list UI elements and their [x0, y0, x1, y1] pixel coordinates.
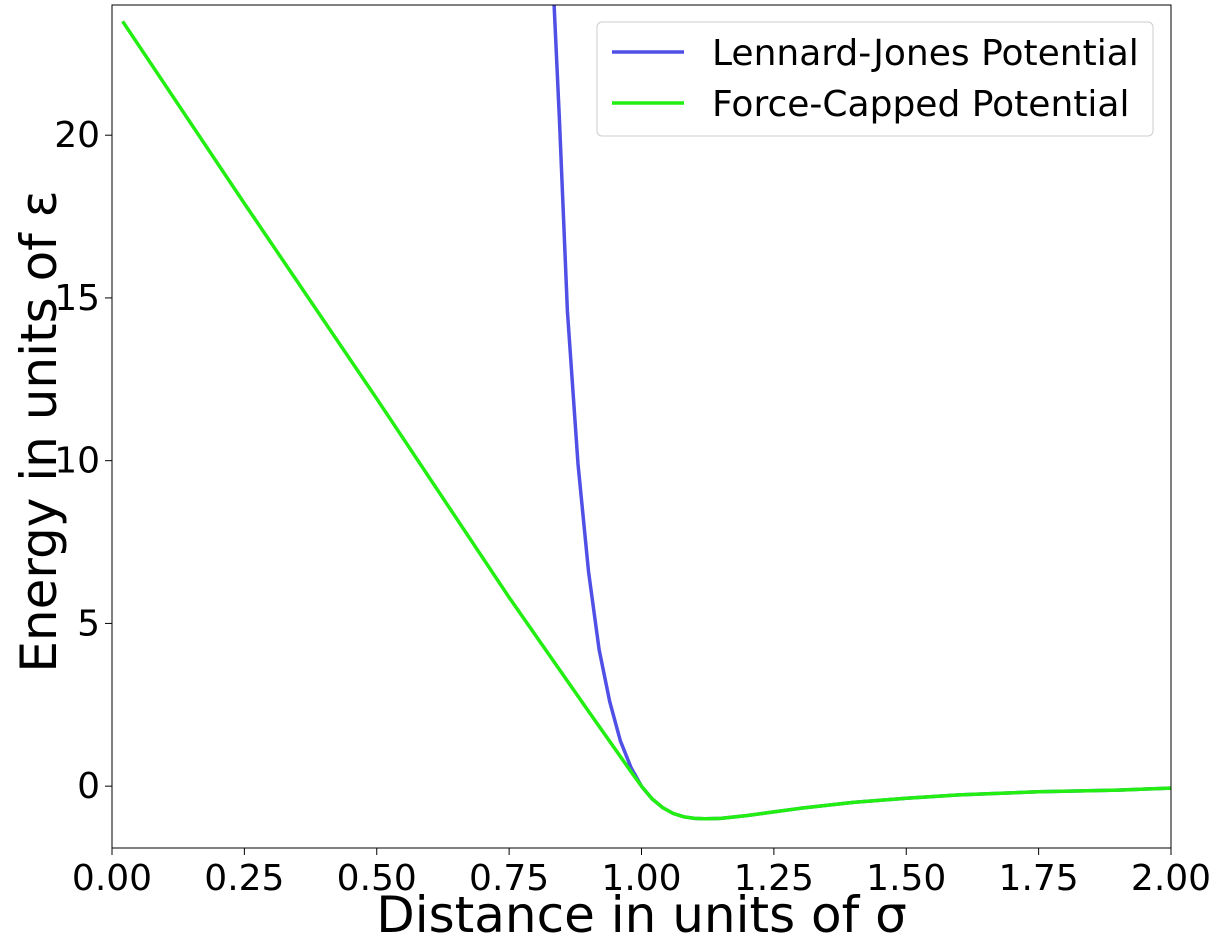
x-tick-label: 1.00 [601, 858, 681, 899]
x-tick-label: 1.75 [999, 858, 1079, 899]
plot-area [121, 5, 1171, 821]
x-tick-label: 0.75 [469, 858, 549, 899]
legend-label-force-capped: Force-Capped Potential [712, 84, 1129, 125]
legend: Lennard-Jones Potential Force-Capped Pot… [596, 21, 1154, 137]
x-axis-title: Distance in units of σ [376, 886, 907, 944]
y-axis-title: Energy in units of ε [10, 190, 68, 672]
x-tick-label: 0.50 [337, 858, 417, 899]
y-tick-label: 20 [54, 115, 100, 156]
x-tick-label: 1.50 [866, 858, 946, 899]
series-line-force-capped [121, 20, 1171, 821]
y-tick-label: 15 [54, 278, 100, 319]
y-tick-label: 10 [54, 441, 100, 482]
x-tick-label: 0.00 [72, 858, 152, 899]
y-tick-label: 0 [77, 766, 100, 807]
y-axis: 0 5 10 15 20 [54, 115, 112, 807]
legend-box [596, 21, 1154, 137]
legend-label-lennard-jones: Lennard-Jones Potential [712, 33, 1139, 74]
x-tick-label: 0.25 [204, 858, 284, 899]
x-tick-label: 2.00 [1131, 858, 1211, 899]
x-tick-label: 1.25 [734, 858, 814, 899]
y-tick-label: 5 [77, 603, 100, 644]
plot-frame [111, 4, 1172, 849]
x-axis: 0.00 0.25 0.50 0.75 1.00 1.25 1.50 1.75 2.00 [72, 848, 1211, 899]
